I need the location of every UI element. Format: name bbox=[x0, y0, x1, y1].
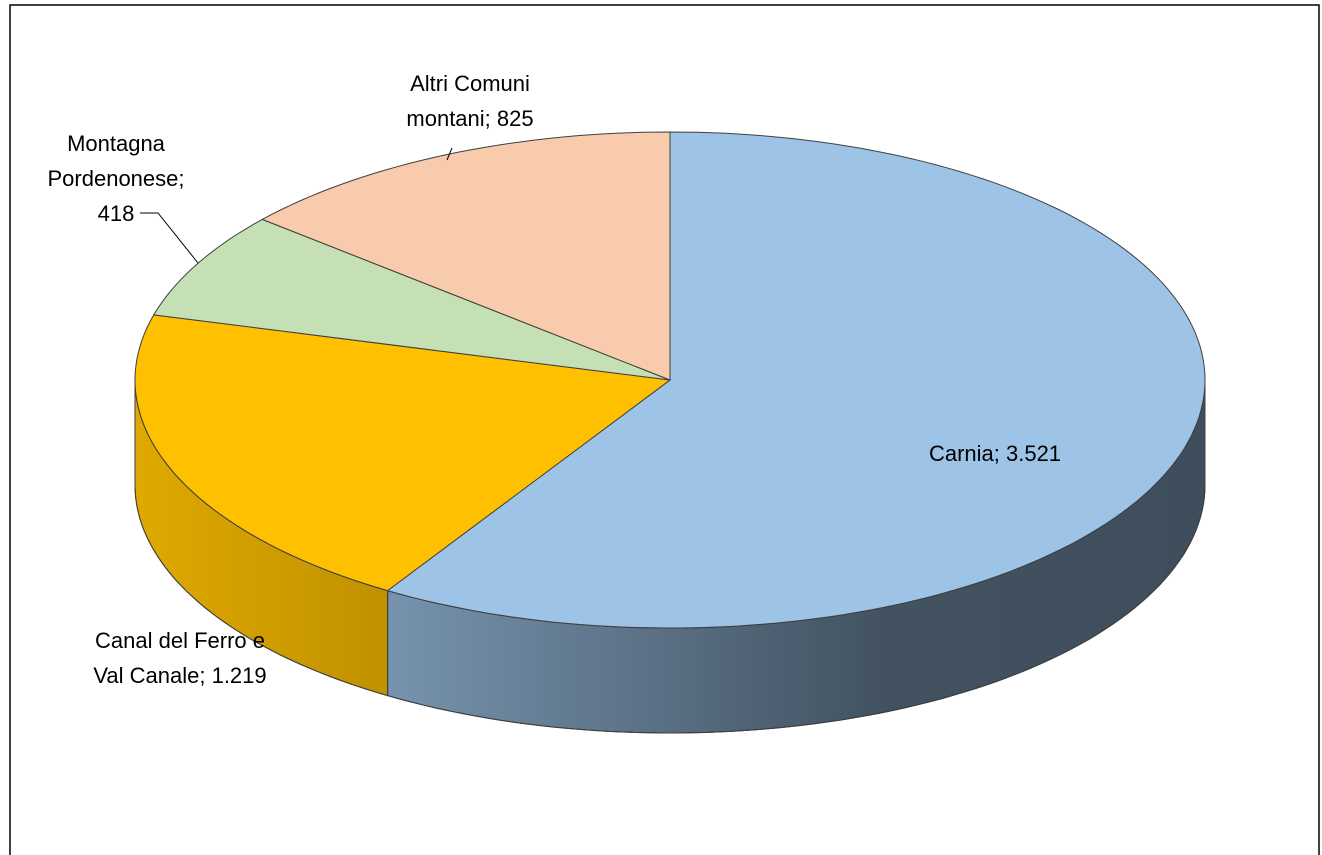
data-label: Carnia; 3.521 bbox=[929, 441, 1061, 466]
data-label-line: Canal del Ferro e bbox=[95, 628, 265, 653]
slice bbox=[134, 314, 672, 592]
data-label-line: 418 bbox=[98, 201, 135, 226]
leader-line bbox=[140, 212, 199, 264]
slice bbox=[261, 131, 671, 381]
data-label: Montagna Pordenonese; 418 bbox=[48, 131, 185, 226]
data-label: Canal del Ferro e Val Canale; 1.219 bbox=[93, 628, 266, 688]
data-label: Altri Comuni montani; 825 bbox=[406, 71, 533, 131]
data-label-line: Pordenonese; bbox=[48, 166, 185, 191]
slice bbox=[386, 131, 1206, 629]
data-label-line: Carnia; 3.521 bbox=[929, 441, 1061, 466]
slice bbox=[152, 218, 671, 381]
data-label-line: Montagna bbox=[67, 131, 166, 156]
data-label-line: montani; 825 bbox=[406, 106, 533, 131]
data-label-line: Val Canale; 1.219 bbox=[93, 663, 266, 688]
data-label-line: Altri Comuni bbox=[410, 71, 530, 96]
leader-line bbox=[446, 147, 453, 161]
chart-frame bbox=[9, 4, 1320, 855]
